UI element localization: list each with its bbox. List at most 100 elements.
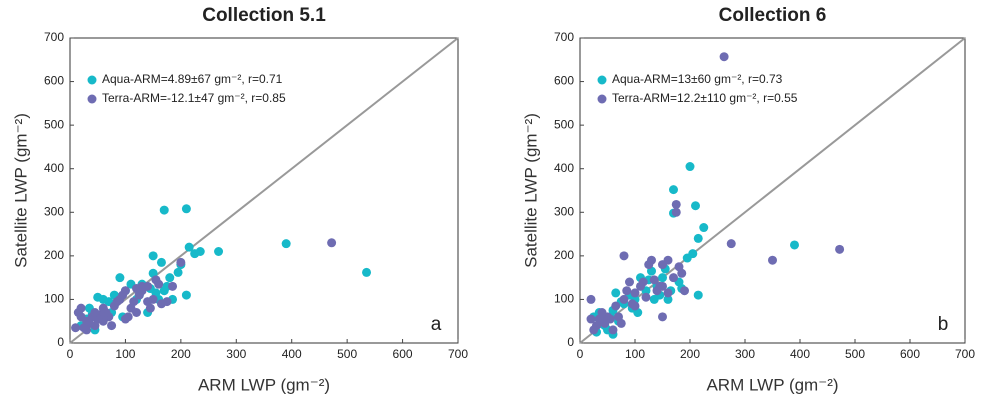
point [630, 301, 640, 311]
x-tick-label: 600 [393, 347, 413, 361]
point [71, 323, 81, 333]
y-tick-label: 200 [554, 248, 574, 262]
point [671, 207, 681, 217]
point [719, 52, 729, 62]
point [137, 281, 147, 291]
panel-letter: b [938, 314, 949, 335]
point [641, 292, 651, 302]
x-tick-label: 300 [735, 347, 755, 361]
point [669, 273, 678, 283]
point [181, 290, 191, 300]
point [173, 267, 183, 277]
chart-title: Collection 5.1 [202, 5, 326, 26]
point [327, 238, 337, 248]
y-tick-label: 700 [44, 30, 64, 44]
y-tick-label: 500 [554, 117, 574, 131]
point [611, 301, 621, 311]
point [649, 294, 659, 304]
x-tick-label: 500 [337, 347, 357, 361]
point [619, 294, 629, 304]
legend-label: Aqua-ARM=4.89±67 gm⁻², r=0.71 [102, 72, 283, 86]
point [589, 325, 599, 335]
plot-area [69, 37, 459, 344]
y-tick-label: 600 [44, 74, 64, 88]
legend-marker [87, 75, 97, 85]
point [691, 201, 700, 211]
point [162, 297, 172, 307]
point [649, 275, 659, 285]
plot-area [579, 37, 966, 344]
point [76, 312, 86, 322]
y-tick-label: 300 [44, 204, 64, 218]
y-tick-label: 400 [44, 161, 64, 175]
point [82, 325, 92, 335]
point [109, 301, 119, 311]
x-tick-label: 100 [625, 347, 645, 361]
y-tick-label: 100 [554, 292, 574, 306]
point [586, 314, 596, 324]
legend-label: Aqua-ARM=13±60 gm⁻², r=0.73 [612, 72, 783, 86]
point [98, 294, 108, 304]
point [636, 281, 645, 291]
x-tick-label: 400 [282, 347, 302, 361]
y-tick-label: 600 [554, 74, 574, 88]
point [90, 308, 100, 317]
point [768, 255, 777, 265]
point [630, 288, 640, 298]
point [835, 244, 845, 254]
x-tick-label: 200 [171, 347, 191, 361]
point [132, 308, 142, 317]
point [790, 240, 799, 250]
point [625, 277, 634, 287]
x-tick-label: 700 [448, 347, 468, 361]
x-tick-label: 600 [900, 347, 920, 361]
point [671, 199, 681, 209]
point [658, 281, 667, 291]
point [693, 233, 703, 243]
point [159, 205, 169, 215]
legend-marker [87, 94, 97, 104]
y-tick-label: 0 [57, 335, 64, 349]
y-axis-label: Satellite LWP (gm⁻²) [11, 113, 30, 268]
point [168, 281, 178, 291]
point [622, 286, 632, 296]
point [726, 239, 736, 249]
point [159, 286, 169, 296]
x-tick-label: 200 [680, 347, 700, 361]
y-tick-label: 500 [44, 117, 64, 131]
point [107, 321, 117, 331]
x-tick-label: 100 [115, 347, 135, 361]
point [98, 303, 108, 313]
chart-title: Collection 6 [719, 5, 827, 26]
legend-label: Terra-ARM=-12.1±47 gm⁻², r=0.85 [102, 91, 286, 105]
legend-label: Terra-ARM=12.2±110 gm⁻², r=0.55 [612, 91, 798, 105]
point [281, 239, 291, 249]
legend-marker [597, 94, 607, 104]
x-axis-label: ARM LWP (gm⁻²) [198, 375, 330, 394]
point [115, 273, 125, 283]
point [165, 273, 175, 283]
y-tick-label: 100 [44, 292, 64, 306]
point [699, 223, 709, 233]
point [184, 242, 194, 252]
point [658, 260, 667, 270]
point [693, 290, 703, 300]
point [176, 257, 186, 267]
point [669, 185, 678, 195]
point [614, 312, 623, 322]
point [680, 286, 689, 296]
x-tick-label: 0 [577, 347, 584, 361]
point [195, 247, 205, 256]
point [156, 257, 166, 267]
point [586, 294, 596, 304]
x-tick-label: 500 [845, 347, 865, 361]
point [685, 162, 695, 172]
point [148, 251, 158, 261]
point [644, 260, 654, 270]
y-axis-label: Satellite LWP (gm⁻²) [521, 113, 540, 268]
point [611, 288, 621, 298]
point [674, 262, 684, 272]
point [619, 251, 629, 261]
